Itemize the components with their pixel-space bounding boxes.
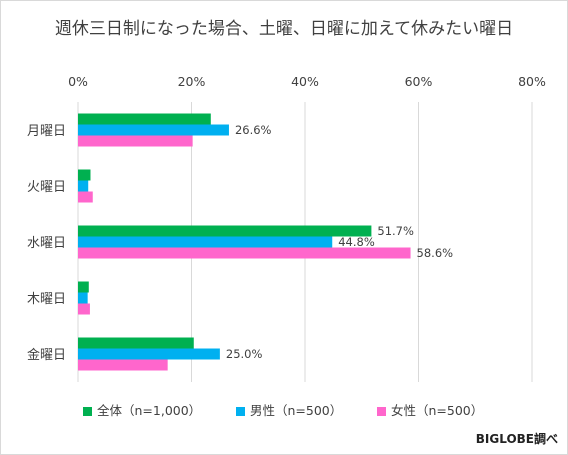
bar — [78, 113, 211, 125]
data-label: 51.7% — [377, 224, 414, 238]
x-tick-label: 40% — [291, 74, 319, 89]
bar — [78, 236, 333, 248]
x-tick-label: 80% — [518, 74, 546, 89]
bar — [78, 124, 229, 136]
bar — [78, 292, 88, 304]
legend-label: 男性（n=500） — [250, 403, 343, 418]
data-label: 44.8% — [338, 235, 375, 249]
bar — [78, 225, 372, 237]
data-label: 26.6% — [235, 123, 272, 137]
category-label: 火曜日 — [27, 180, 66, 195]
bar — [78, 180, 89, 192]
legend-item: 女性（n=500） — [377, 400, 483, 419]
x-tick-label: 60% — [405, 74, 433, 89]
bar — [78, 348, 220, 360]
legend-swatch — [377, 407, 386, 416]
category-label: 水曜日 — [27, 236, 66, 251]
bar — [78, 135, 193, 147]
legend-item: 全体（n=1,000） — [83, 400, 201, 419]
bar — [78, 169, 91, 181]
bar — [78, 191, 93, 203]
legend: 全体（n=1,000） 男性（n=500） 女性（n=500） — [0, 400, 568, 420]
source-note: BIGLOBE調べ — [475, 432, 558, 446]
x-tick-label: 0% — [68, 74, 88, 89]
legend-label: 全体（n=1,000） — [97, 403, 202, 418]
x-tick-label: 20% — [178, 74, 206, 89]
category-label: 月曜日 — [27, 124, 66, 139]
data-label: 25.0% — [226, 347, 263, 361]
bar — [78, 359, 168, 371]
legend-swatch — [83, 407, 92, 416]
legend-swatch — [236, 407, 245, 416]
bar — [78, 337, 194, 349]
legend-item: 男性（n=500） — [236, 400, 342, 419]
bar — [78, 247, 411, 259]
bar — [78, 281, 89, 293]
legend-label: 女性（n=500） — [391, 403, 484, 418]
data-label: 58.6% — [417, 246, 454, 260]
bar — [78, 303, 90, 315]
category-label: 木曜日 — [27, 292, 66, 307]
chart-title: 週休三日制になった場合、土曜、日曜に加えて休みたい曜日 — [54, 19, 514, 39]
category-label: 金曜日 — [27, 347, 66, 363]
